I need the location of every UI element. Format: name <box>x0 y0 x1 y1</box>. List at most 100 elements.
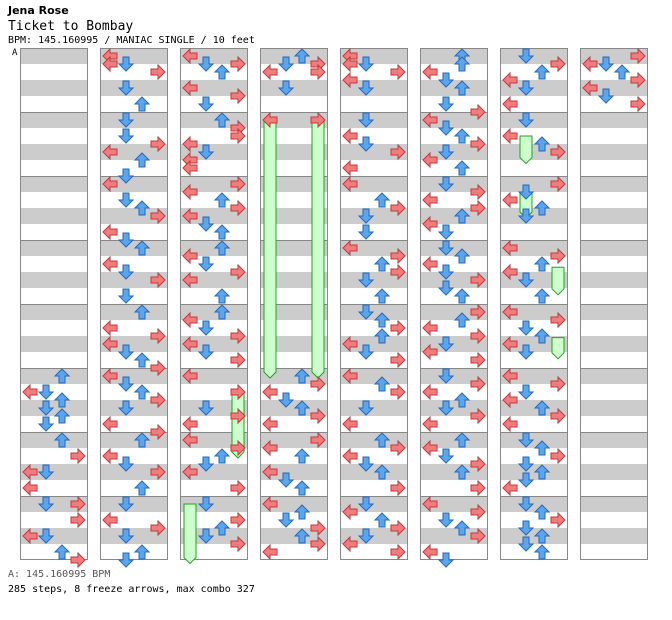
step-arrow <box>133 200 151 216</box>
step-arrow <box>373 288 391 304</box>
step-arrow <box>150 423 166 441</box>
step-arrow <box>422 439 438 457</box>
step-arrow <box>453 520 471 536</box>
step-arrow <box>182 151 198 169</box>
step-arrow <box>470 455 486 473</box>
step-arrow <box>422 319 438 337</box>
step-arrow <box>422 215 438 233</box>
step-arrow <box>293 448 311 464</box>
freeze-arrow <box>519 135 533 165</box>
step-arrow <box>550 175 566 193</box>
step-arrow <box>53 544 71 560</box>
step-arrow <box>533 528 551 544</box>
step-arrow <box>310 375 326 393</box>
step-arrow <box>133 352 151 368</box>
step-arrow <box>517 344 535 360</box>
step-arrow <box>150 519 166 537</box>
step-arrow <box>550 55 566 73</box>
step-arrow <box>533 200 551 216</box>
step-arrow <box>502 191 518 209</box>
step-arrow <box>293 528 311 544</box>
step-arrow <box>422 383 438 401</box>
step-arrow <box>293 368 311 384</box>
step-arrow <box>517 536 535 552</box>
step-arrow <box>517 320 535 336</box>
step-arrow <box>373 192 391 208</box>
step-arrow <box>22 463 38 481</box>
step-arrow <box>213 520 231 536</box>
step-arrow <box>582 79 598 97</box>
column-frame <box>340 48 408 560</box>
step-arrow <box>102 319 118 337</box>
step-arrow <box>37 416 55 432</box>
step-arrow <box>470 135 486 153</box>
column-frame <box>420 48 488 560</box>
step-arrow <box>502 303 518 321</box>
step-arrow <box>213 448 231 464</box>
step-arrow <box>357 112 375 128</box>
step-arrow <box>133 432 151 448</box>
step-arrow <box>197 456 215 472</box>
step-arrow <box>342 71 358 89</box>
step-arrow <box>437 552 455 568</box>
step-arrow <box>517 496 535 512</box>
step-arrow <box>342 127 358 145</box>
freeze-arrow <box>551 337 565 360</box>
chart-meta: BPM: 145.160995 / MANIAC SINGLE / 10 fee… <box>8 35 255 46</box>
step-arrow <box>117 400 135 416</box>
step-arrow <box>117 56 135 72</box>
step-arrow <box>133 544 151 560</box>
step-arrow <box>517 432 535 448</box>
step-arrow <box>342 175 358 193</box>
step-arrow <box>197 96 215 112</box>
step-arrow <box>133 96 151 112</box>
step-arrow <box>453 208 471 224</box>
step-arrow <box>102 335 118 353</box>
step-arrow <box>437 120 455 136</box>
step-arrow <box>197 144 215 160</box>
step-arrow <box>357 136 375 152</box>
step-arrow <box>213 224 231 240</box>
step-arrow <box>453 80 471 96</box>
step-arrow <box>117 376 135 392</box>
step-arrow <box>470 479 486 497</box>
step-arrow <box>262 415 278 433</box>
step-arrow <box>22 479 38 497</box>
step-arrow <box>117 192 135 208</box>
column-frame <box>580 48 648 560</box>
step-arrow <box>597 88 615 104</box>
step-arrow <box>182 335 198 353</box>
step-arrow <box>230 479 246 497</box>
step-arrow <box>70 495 86 513</box>
step-arrow <box>230 535 246 553</box>
step-arrow <box>197 344 215 360</box>
step-arrow <box>342 415 358 433</box>
step-arrow <box>470 103 486 121</box>
step-arrow <box>262 439 278 457</box>
step-arrow <box>422 191 438 209</box>
step-arrow <box>390 199 406 217</box>
step-arrow <box>117 232 135 248</box>
step-arrow <box>277 80 295 96</box>
step-arrow <box>630 47 646 65</box>
step-arrow <box>70 511 86 529</box>
step-arrow <box>342 503 358 521</box>
step-arrow <box>550 375 566 393</box>
step-arrow <box>182 47 198 65</box>
freeze-arrow <box>311 119 325 379</box>
step-arrow <box>230 263 246 281</box>
step-arrow <box>37 464 55 480</box>
step-arrow <box>550 511 566 529</box>
step-arrow <box>262 495 278 513</box>
step-arrow <box>262 463 278 481</box>
step-arrow <box>213 304 231 320</box>
step-arrow <box>517 208 535 224</box>
step-arrow <box>102 255 118 273</box>
step-arrow <box>470 327 486 345</box>
step-arrow <box>117 288 135 304</box>
step-arrow <box>357 224 375 240</box>
step-arrow <box>117 128 135 144</box>
step-arrow <box>133 384 151 400</box>
step-arrow <box>102 47 118 65</box>
step-arrow <box>342 367 358 385</box>
